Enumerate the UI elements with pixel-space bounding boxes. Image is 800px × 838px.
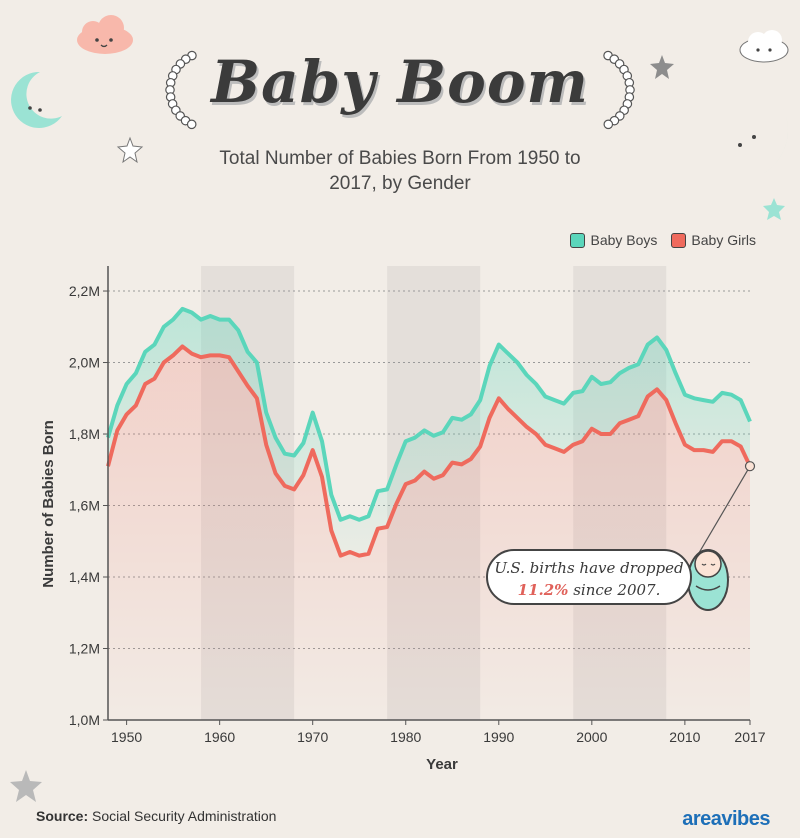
- x-axis-label: Year: [426, 756, 458, 773]
- x-tick-label: 2010: [669, 729, 700, 745]
- bead-garland-right: [603, 50, 635, 130]
- callout-percentage: 11.2%: [517, 581, 569, 599]
- annotation-callout: U.S. births have dropped 11.2% since 200…: [486, 549, 692, 605]
- baby-icon: [687, 549, 729, 611]
- source-text: Social Security Administration: [92, 808, 277, 824]
- legend-item-girls: Baby Girls: [671, 232, 756, 248]
- legend-swatch-girls: [671, 232, 687, 248]
- bead: [603, 119, 614, 130]
- page-subtitle: Total Number of Babies Born From 1950 to…: [219, 148, 581, 194]
- series-areas: [108, 308, 750, 720]
- y-tick-label: 1,4M: [69, 569, 100, 585]
- moon-icon: [11, 71, 62, 128]
- y-tick-label: 2,2M: [69, 283, 100, 299]
- page-title: Baby Boom: [211, 48, 589, 116]
- x-tick-label: 1970: [297, 729, 328, 745]
- axes: [107, 266, 750, 721]
- y-tick-label: 1,8M: [69, 426, 100, 442]
- pointer-dot: [744, 461, 756, 472]
- star-icon: [650, 55, 674, 79]
- source-note: Source: Social Security Administration: [36, 808, 276, 824]
- x-tick-labels: 1950 1960 1970 1980 1990 2000 2010 2017: [111, 729, 766, 745]
- legend-swatch-boys: [570, 232, 586, 248]
- y-tick-label: 1,6M: [69, 498, 100, 514]
- moon-icon: [700, 95, 788, 181]
- star-icon: [10, 770, 42, 802]
- star-icon: [116, 136, 144, 164]
- legend-label-boys: Baby Boys: [590, 232, 658, 248]
- bead: [186, 119, 197, 130]
- star-icon: [763, 198, 785, 220]
- y-tick-label: 1,0M: [69, 712, 100, 728]
- brand-logo: areavibes: [682, 808, 770, 830]
- cloud-icon: [739, 30, 789, 63]
- series-lines: [106, 306, 752, 558]
- x-tick-label: 1990: [483, 729, 514, 745]
- x-tick-label: 1950: [111, 729, 142, 745]
- cloud-icon: [77, 15, 133, 54]
- legend-label-girls: Baby Girls: [691, 232, 756, 248]
- area-baby-girls: [108, 346, 750, 720]
- callout-line2: 11.2% since 2007.: [488, 579, 690, 601]
- y-tick-labels: 1,0M 1,2M 1,4M 1,6M 1,8M 2,0M 2,2M: [69, 283, 100, 728]
- callout-line1: U.S. births have dropped: [494, 559, 684, 577]
- callout-line2-text: since 2007.: [568, 581, 661, 599]
- x-tick-label: 1960: [204, 729, 235, 745]
- x-tick-label: 2017: [734, 729, 765, 745]
- area-baby-boys: [108, 308, 750, 556]
- y-tick-label: 1,2M: [69, 641, 100, 657]
- y-axis-label: Number of Babies Born: [40, 420, 57, 588]
- legend-item-boys: Baby Boys: [570, 232, 657, 248]
- line-baby-boys: [106, 306, 752, 522]
- line-baby-girls: [106, 344, 752, 558]
- source-label: Source:: [36, 808, 89, 824]
- bead-garland-left: [165, 50, 197, 130]
- x-tick-label: 2000: [576, 729, 607, 745]
- y-tick-label: 2,0M: [69, 355, 100, 371]
- legend: Baby Boys Baby Girls: [570, 232, 756, 248]
- x-tick-label: 1980: [390, 729, 421, 745]
